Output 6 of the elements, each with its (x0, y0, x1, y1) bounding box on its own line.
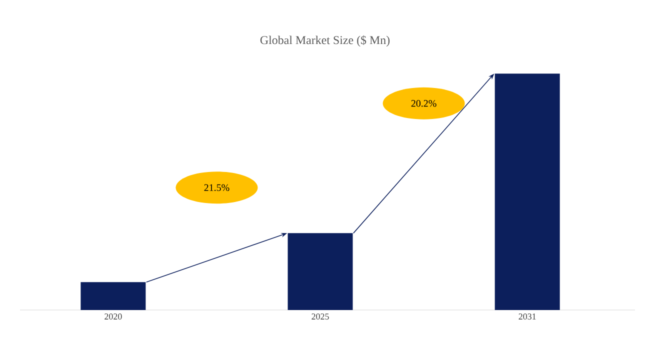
x-tick-label: 2025 (312, 314, 329, 320)
x-tick-label: 2020 (104, 314, 122, 320)
annotation: 21.5% (204, 184, 230, 192)
x-tick-label: 2031 (518, 314, 536, 320)
annotation: 20.2% (411, 100, 436, 107)
chart-title: Global Market Size ($ Mn) (260, 35, 390, 47)
